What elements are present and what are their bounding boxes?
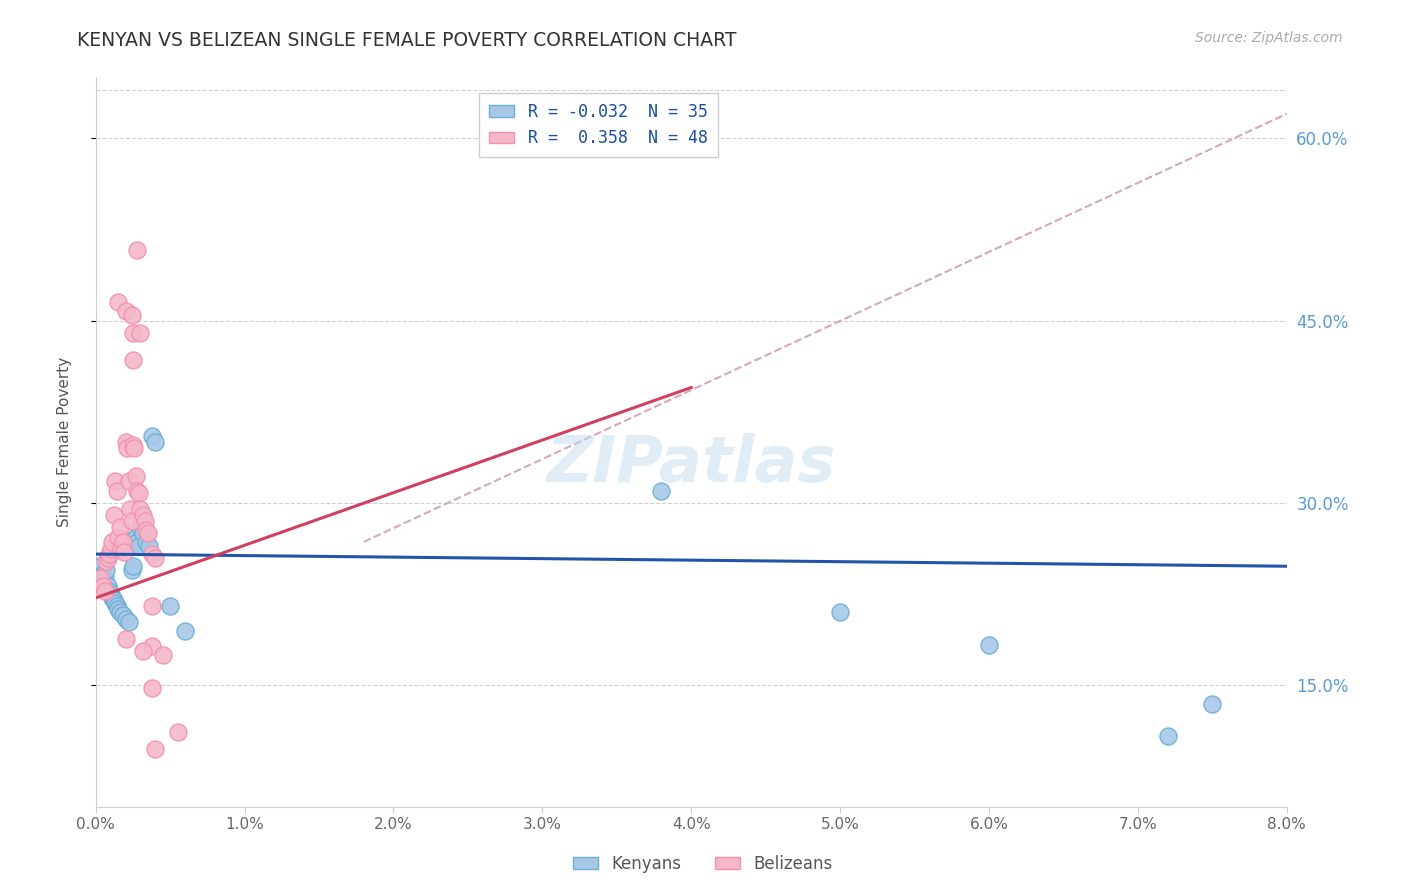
Point: [104, 596, 127, 610]
Point: [127, 243, 149, 257]
Point: [132, 526, 155, 541]
Point: [103, 593, 125, 607]
Point: [174, 624, 197, 638]
Point: [111, 535, 134, 549]
Point: [132, 644, 155, 658]
Point: [98, 583, 121, 598]
Point: [121, 308, 143, 322]
Point: [118, 502, 141, 516]
Point: [127, 483, 149, 498]
Point: [124, 442, 146, 456]
Point: [104, 474, 127, 488]
Point: [128, 539, 150, 553]
Point: [93, 583, 115, 598]
Point: [143, 550, 166, 565]
Point: [112, 544, 135, 558]
Point: [122, 559, 145, 574]
Point: [115, 442, 138, 456]
Point: [91, 579, 114, 593]
Point: [134, 514, 156, 528]
Point: [108, 520, 131, 534]
Text: ZIPatlas: ZIPatlas: [547, 434, 837, 495]
Point: [129, 502, 152, 516]
Text: Source: ZipAtlas.com: Source: ZipAtlas.com: [1195, 31, 1343, 45]
Point: [977, 638, 1000, 652]
Point: [103, 508, 125, 523]
Point: [135, 535, 157, 549]
Point: [125, 469, 148, 483]
Point: [141, 429, 163, 443]
Point: [110, 542, 132, 557]
Point: [111, 607, 134, 622]
Point: [122, 326, 145, 340]
Point: [143, 435, 166, 450]
Legend: R = -0.032  N = 35, R =  0.358  N = 48: R = -0.032 N = 35, R = 0.358 N = 48: [479, 93, 717, 157]
Point: [128, 486, 150, 500]
Point: [166, 724, 188, 739]
Point: [114, 435, 136, 450]
Point: [114, 304, 136, 318]
Point: [114, 632, 136, 647]
Point: [101, 591, 124, 605]
Point: [122, 352, 145, 367]
Y-axis label: Single Female Poverty: Single Female Poverty: [58, 357, 72, 527]
Text: KENYAN VS BELIZEAN SINGLE FEMALE POVERTY CORRELATION CHART: KENYAN VS BELIZEAN SINGLE FEMALE POVERTY…: [77, 31, 737, 50]
Point: [108, 606, 131, 620]
Point: [141, 599, 163, 614]
Point: [96, 563, 118, 577]
Point: [121, 563, 143, 577]
Point: [132, 508, 155, 523]
Point: [135, 523, 157, 537]
Point: [114, 611, 136, 625]
Point: [98, 547, 121, 561]
Point: [1156, 730, 1178, 744]
Point: [105, 599, 128, 614]
Point: [100, 587, 122, 601]
Point: [152, 648, 174, 662]
Point: [129, 520, 152, 534]
Point: [117, 615, 139, 629]
Point: [122, 437, 145, 451]
Point: [141, 547, 163, 561]
Point: [100, 542, 122, 557]
Point: [828, 606, 851, 620]
Point: [89, 571, 111, 585]
Point: [91, 566, 114, 581]
Point: [141, 681, 163, 695]
Point: [97, 579, 120, 593]
Point: [136, 526, 159, 541]
Point: [127, 535, 149, 549]
Point: [117, 474, 139, 488]
Point: [89, 559, 111, 574]
Point: [159, 599, 181, 614]
Point: [107, 602, 129, 616]
Legend: Kenyans, Belizeans: Kenyans, Belizeans: [567, 848, 839, 880]
Point: [107, 530, 129, 544]
Point: [121, 514, 143, 528]
Point: [650, 483, 672, 498]
Point: [125, 530, 148, 544]
Point: [141, 640, 163, 654]
Point: [129, 326, 152, 340]
Point: [101, 535, 124, 549]
Point: [93, 571, 115, 585]
Point: [105, 483, 128, 498]
Point: [97, 550, 120, 565]
Point: [1201, 697, 1223, 711]
Point: [124, 533, 146, 547]
Point: [143, 741, 166, 756]
Point: [107, 295, 129, 310]
Point: [138, 539, 160, 553]
Point: [96, 554, 118, 568]
